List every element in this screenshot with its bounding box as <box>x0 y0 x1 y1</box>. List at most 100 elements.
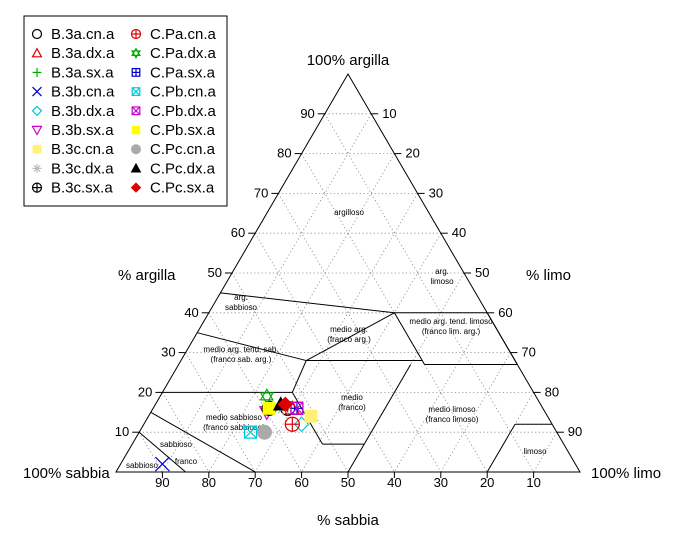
legend-label: C.Pc.cn.a <box>150 141 216 158</box>
legend-label: B.3b.sx.a <box>51 122 114 139</box>
class-boundary <box>291 360 307 393</box>
data-point <box>154 456 170 472</box>
corner-label-sand: 100% sabbia <box>23 465 110 482</box>
class-boundary <box>347 443 365 473</box>
tick-label-silt: 80 <box>545 384 559 399</box>
grid-line-silt <box>162 113 372 473</box>
legend-marker <box>31 47 43 58</box>
legend-marker <box>131 144 141 155</box>
tick-label-sand: 40 <box>387 475 401 490</box>
texture-class-label: medio <box>341 393 363 402</box>
tick-label-sand: 90 <box>155 475 169 490</box>
grid-line-sand <box>185 352 256 473</box>
grid-line-sand <box>301 153 488 473</box>
legend-box <box>23 15 228 207</box>
tick-label-silt: 30 <box>429 185 443 200</box>
corner-label-silt: 100% limo <box>591 465 661 482</box>
class-boundary <box>220 292 395 314</box>
grid-line-sand <box>324 113 534 473</box>
legend-marker <box>32 144 42 154</box>
legend-marker <box>131 87 141 97</box>
data-points <box>154 388 318 472</box>
axis-label-sand: % sabbia <box>317 512 379 529</box>
tick-label-sand: 10 <box>526 475 540 490</box>
legend: B.3a.cn.a B.3a.dx.a B.3a.sx.a B.3b.cn.a B.3b… <box>23 15 228 207</box>
tick-label-clay: 20 <box>138 384 152 399</box>
class-boundary <box>150 411 256 473</box>
grid-line-silt <box>440 352 511 473</box>
legend-label: B.3a.dx.a <box>51 45 115 62</box>
legend-marker <box>130 182 142 193</box>
class-boundary <box>138 431 186 473</box>
axis-ticks: 10 10 90 20 20 80 30 30 70 40 40 60 50 50 50 60 60 40 70 70… <box>115 106 583 490</box>
class-boundary <box>306 312 395 361</box>
tick-label-sand: 50 <box>341 475 355 490</box>
legend-label: B.3b.cn.a <box>51 84 115 101</box>
tick-label-silt: 10 <box>382 106 396 121</box>
corner-label-clay: 100% argilla <box>307 52 390 69</box>
data-point <box>304 409 318 423</box>
class-boundary <box>363 364 412 445</box>
legend-label: B.3a.cn.a <box>51 26 115 43</box>
grid-line-sand <box>231 272 349 473</box>
legend-label: C.Pc.dx.a <box>150 160 216 177</box>
texture-class-label: limoso <box>430 277 454 286</box>
class-boundary <box>486 423 516 473</box>
tick-label-clay: 70 <box>254 185 268 200</box>
data-point <box>284 416 300 432</box>
texture-class-label: arg. <box>234 293 248 302</box>
legend-label: C.Pa.sx.a <box>150 64 216 81</box>
tick-label-sand: 70 <box>248 475 262 490</box>
tick-label-silt: 50 <box>475 265 489 280</box>
class-boundary <box>197 332 307 362</box>
tick-label-sand: 20 <box>480 475 494 490</box>
legend-label: B.3a.sx.a <box>51 64 114 81</box>
grid-line-silt <box>533 431 558 473</box>
tick-label-silt: 20 <box>405 146 419 161</box>
texture-class-label: sabbioso <box>126 461 159 470</box>
tick-label-clay: 30 <box>161 345 175 360</box>
texture-class-label: medio arg. tend. sab. <box>203 345 278 354</box>
legend-label: B.3c.cn.a <box>51 141 114 158</box>
tick-label-silt: 90 <box>568 424 582 439</box>
tick-label-sand: 60 <box>294 475 308 490</box>
data-point <box>262 401 276 415</box>
texture-class-label: (franco arg.) <box>327 335 371 344</box>
grid-lines <box>138 113 558 473</box>
tick-label-silt: 70 <box>521 345 535 360</box>
legend-marker <box>131 125 141 135</box>
legend-marker <box>31 105 43 117</box>
legend-label: C.Pa.dx.a <box>150 45 217 62</box>
texture-class-label: limoso <box>523 447 547 456</box>
axis-label-clay: % argilla <box>118 267 176 284</box>
tick-label-silt: 60 <box>498 305 512 320</box>
legend-marker <box>131 67 141 77</box>
legend-marker <box>131 106 141 116</box>
legend-label: C.Pb.dx.a <box>150 103 217 120</box>
data-point <box>277 396 294 413</box>
texture-class-label: (franco sabbioso) <box>203 423 265 432</box>
texture-class-label: argilloso <box>334 208 364 217</box>
texture-class-label: (franco sab. arg.) <box>211 355 272 364</box>
data-point <box>259 388 274 405</box>
legend-label: B.3c.sx.a <box>51 180 113 197</box>
grid-line-silt <box>301 232 442 473</box>
legend-label: C.Pb.sx.a <box>150 122 216 139</box>
texture-class-label: sabbioso <box>225 303 258 312</box>
class-boundary <box>393 312 425 365</box>
legend-label: B.3b.dx.a <box>51 103 115 120</box>
tick-label-clay: 80 <box>277 146 291 161</box>
tick-label-clay: 90 <box>300 106 314 121</box>
legend-marker <box>31 125 43 136</box>
grid-line-silt <box>394 312 488 473</box>
legend-marker <box>131 47 141 59</box>
texture-class-label: sabbioso <box>160 440 193 449</box>
legend-label: B.3c.dx.a <box>51 160 114 177</box>
legend-items: B.3a.cn.a B.3a.dx.a B.3a.sx.a B.3b.cn.a B.3b… <box>31 26 217 197</box>
legend-label: C.Pc.sx.a <box>150 180 215 197</box>
texture-class-label: (franco limoso) <box>426 415 479 424</box>
texture-class-label: franco <box>175 457 198 466</box>
tick-label-clay: 40 <box>184 305 198 320</box>
texture-class-label: medio limoso <box>428 405 476 414</box>
